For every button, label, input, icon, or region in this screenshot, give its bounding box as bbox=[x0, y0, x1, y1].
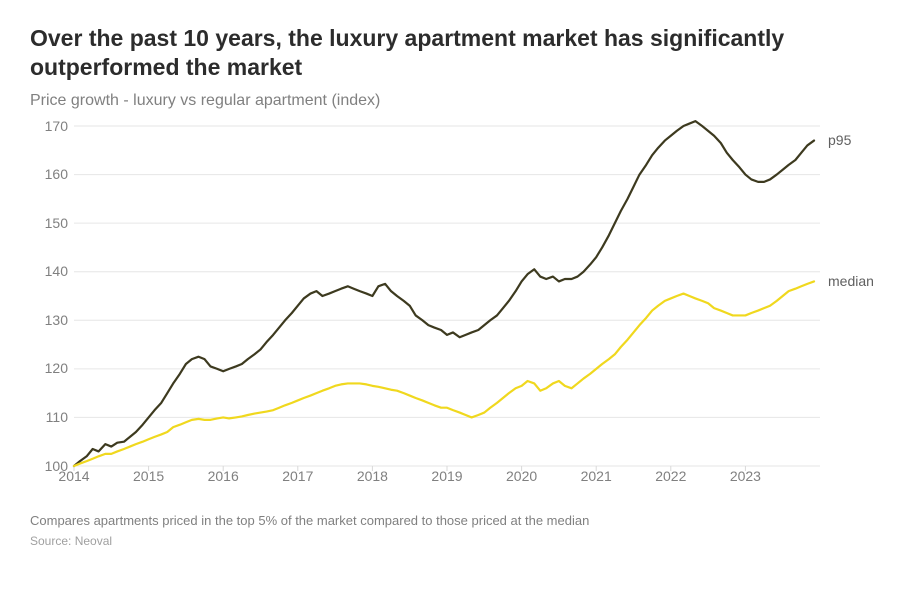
x-tick-label: 2022 bbox=[655, 468, 686, 484]
chart-subtitle: Price growth - luxury vs regular apartme… bbox=[30, 92, 888, 110]
y-tick-label: 110 bbox=[46, 409, 68, 425]
series-label-median: median bbox=[828, 273, 874, 289]
series-label-p95: p95 bbox=[828, 132, 851, 148]
y-tick-label: 150 bbox=[45, 215, 68, 231]
y-tick-label: 160 bbox=[45, 166, 68, 182]
x-tick-label: 2014 bbox=[58, 468, 89, 484]
y-tick-label: 120 bbox=[45, 360, 68, 376]
x-tick-label: 2016 bbox=[208, 468, 239, 484]
chart-title: Over the past 10 years, the luxury apart… bbox=[30, 24, 888, 82]
y-tick-label: 170 bbox=[45, 118, 68, 134]
x-tick-label: 2021 bbox=[581, 468, 612, 484]
x-tick-label: 2020 bbox=[506, 468, 537, 484]
x-tick-label: 2018 bbox=[357, 468, 388, 484]
x-tick-label: 2023 bbox=[730, 468, 761, 484]
x-tick-label: 2019 bbox=[431, 468, 462, 484]
x-tick-label: 2017 bbox=[282, 468, 313, 484]
chart-svg bbox=[30, 118, 888, 498]
y-tick-label: 130 bbox=[45, 312, 68, 328]
series-line-median bbox=[74, 281, 814, 466]
chart-source: Source: Neoval bbox=[30, 534, 888, 548]
x-tick-label: 2015 bbox=[133, 468, 164, 484]
chart-footnote: Compares apartments priced in the top 5%… bbox=[30, 512, 888, 530]
chart-area: 100110120130140150160170 201420152016201… bbox=[30, 118, 888, 498]
y-tick-label: 140 bbox=[45, 263, 68, 279]
series-line-p95 bbox=[74, 121, 814, 466]
